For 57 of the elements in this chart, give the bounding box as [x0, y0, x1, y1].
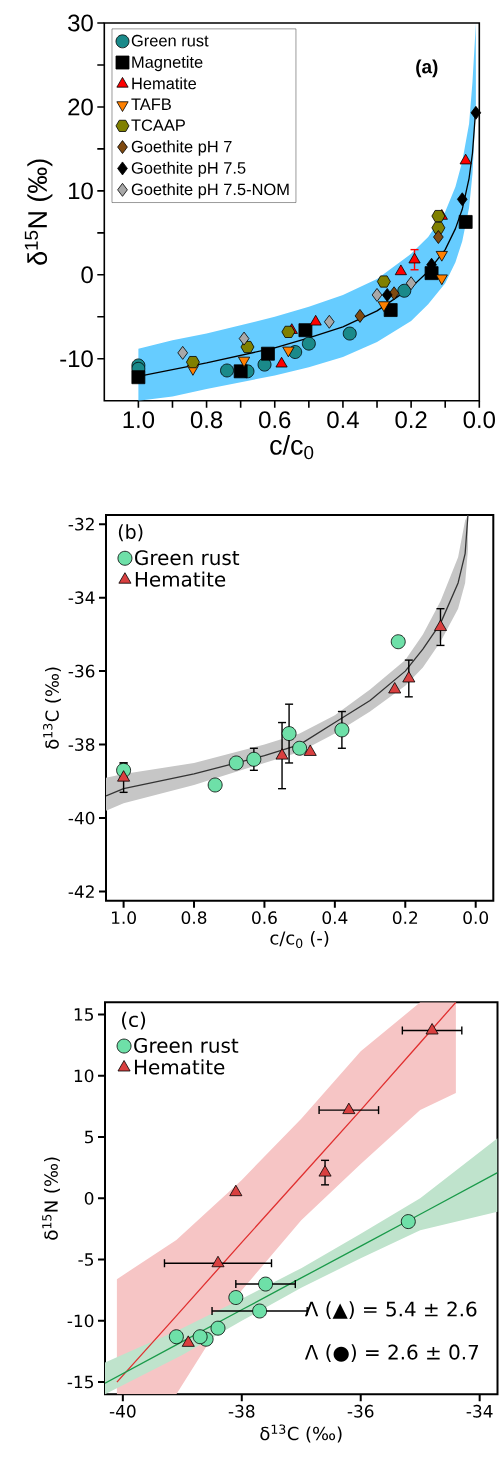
y-axis-title: δ$^{15}$N (‰): [24, 159, 53, 265]
legend-label: Hematite: [135, 1059, 225, 1075]
legend-label: Magnetite: [132, 55, 203, 72]
y-tick-label: -36: [68, 664, 95, 678]
x-tick-label: 0.8: [181, 911, 207, 925]
legend-label: Green rust: [134, 1037, 239, 1053]
y-tick-label: 0: [84, 1191, 94, 1205]
x-tick-label: -38: [228, 1404, 255, 1418]
y-axis-title: δ$^{13}$C (‰): [43, 667, 61, 749]
x-tick-label: -40: [109, 1404, 136, 1418]
y-tick-label: -42: [68, 885, 94, 898]
x-tick-label: -36: [347, 1404, 374, 1418]
annotation: Λ (▲) = 5.4 ± 2.6: [304, 1301, 477, 1319]
y-tick-label: -10: [60, 350, 93, 368]
y-tick-label: 10: [74, 1069, 94, 1083]
y-tick-label: -15: [67, 1375, 93, 1389]
y-tick-label: 20: [68, 98, 93, 116]
x-tick-label: -34: [466, 1404, 493, 1418]
x-tick-label: 0.2: [395, 411, 427, 429]
y-tick-label: -32: [68, 517, 94, 531]
legend-label: Goethite pH 7.5-NOM: [131, 183, 289, 199]
x-axis-title: c/c$_{0}$ (-): [270, 930, 329, 949]
x-axis-title: c/c$_{0}$: [270, 434, 314, 460]
legend-label: Goethite pH 7: [131, 140, 232, 156]
y-tick-label: 10: [69, 182, 93, 200]
x-tick-label: 0.0: [463, 911, 489, 925]
x-tick-label: 0.4: [322, 911, 348, 925]
legend-label: Green rust: [135, 550, 240, 566]
annotation: Λ (●) = 2.6 ± 0.7: [304, 1344, 479, 1363]
y-tick-label: -40: [68, 811, 95, 825]
x-tick-label: 0.8: [190, 411, 223, 429]
y-tick-label: 5: [85, 1130, 93, 1144]
x-tick-label: 0.4: [327, 411, 359, 429]
y-axis-title: δ$^{15}$N (‰): [42, 1157, 60, 1240]
legend-label: Hematite: [135, 571, 226, 587]
x-tick-label: 1.0: [111, 911, 136, 925]
x-tick-label: 1.0: [123, 411, 155, 429]
y-tick-label: -38: [68, 738, 95, 751]
annotation: (c): [122, 1011, 146, 1030]
y-tick-label: 30: [68, 14, 93, 32]
annotation: (a): [416, 59, 438, 78]
y-tick-label: -10: [67, 1314, 94, 1328]
legend-label: TAFB: [131, 98, 171, 110]
x-axis-title: δ$^{13}$C (‰): [260, 1424, 342, 1443]
x-tick-label: 0.6: [252, 911, 277, 925]
y-tick-label: 0: [81, 266, 93, 284]
legend-label: TCAAP: [131, 119, 185, 132]
x-tick-label: 0.0: [463, 411, 495, 429]
y-tick-label: 15: [74, 1008, 93, 1021]
legend-label: Hematite: [132, 77, 197, 90]
x-tick-label: 0.2: [392, 911, 418, 925]
x-tick-label: 0.6: [259, 411, 291, 429]
annotation: (b): [118, 524, 143, 542]
y-tick-label: -34: [68, 591, 95, 605]
y-tick-label: -5: [78, 1253, 93, 1266]
legend-label: Goethite pH 7.5: [131, 161, 246, 178]
legend-label: Green rust: [131, 34, 209, 47]
